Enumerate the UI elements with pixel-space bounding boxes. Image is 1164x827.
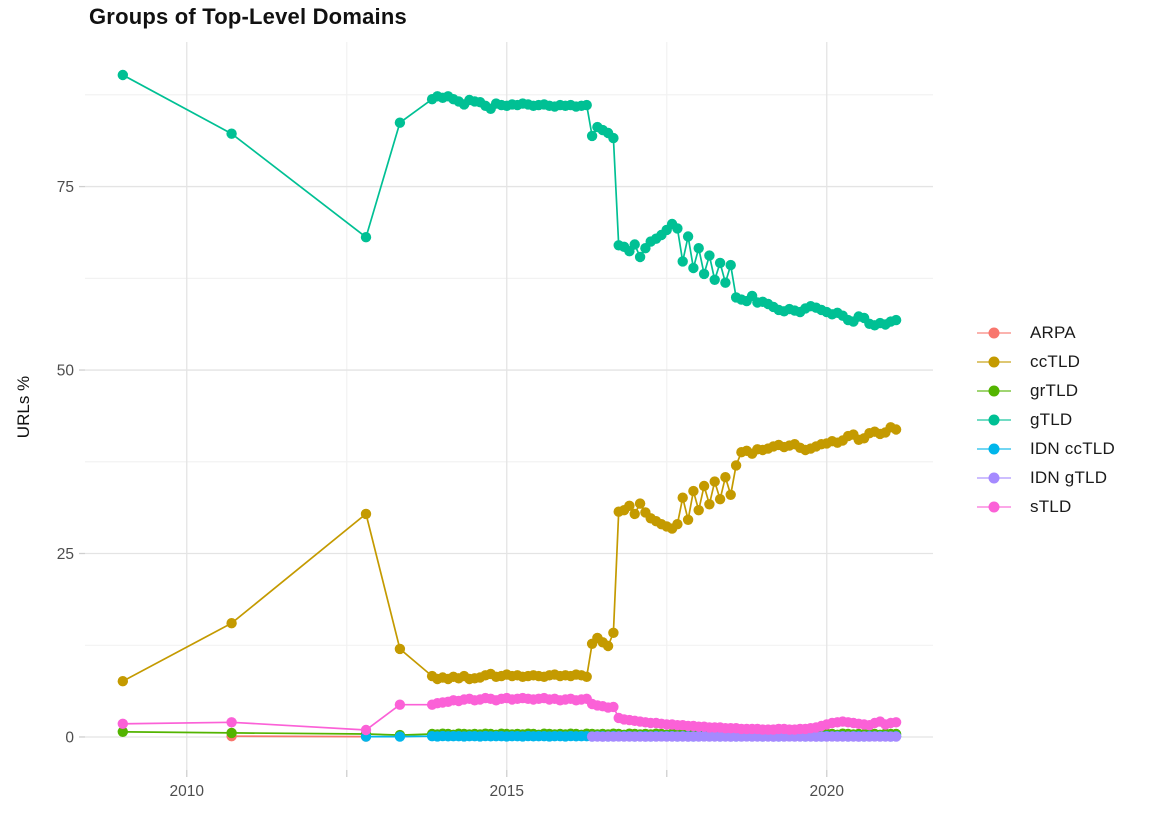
series-line [122,426,897,682]
legend-item-idn-cctld: IDN ccTLD [976,438,1115,459]
data-point [394,117,406,128]
data-point [581,671,592,682]
y-tick-label: 0 [65,729,74,746]
data-point [682,231,694,242]
legend-key-icon [977,414,1011,425]
data-point [586,130,598,142]
data-point [581,99,592,111]
data-point [714,494,726,505]
chart-title: Groups of Top-Level Domains [89,4,407,29]
data-point [890,717,902,728]
data-point [608,701,619,713]
data-point [720,277,731,288]
data-point [714,257,726,269]
data-point [890,314,902,326]
y-tick-label: 50 [57,363,75,380]
legend-item-idn-gtld: IDN gTLD [976,467,1115,488]
legend-item-stld: sTLD [976,496,1115,517]
data-point [730,460,742,471]
data-point [720,472,731,483]
legend-key-icon [977,443,1011,454]
data-point [629,239,640,250]
data-point [624,500,635,511]
data-point [677,492,688,503]
legend-label: IDN gTLD [1030,467,1108,487]
axis-ticks [79,185,828,777]
data-point [117,676,128,687]
legend-label: gTLD [1030,409,1073,429]
data-point [725,489,736,500]
y-tick-label: 75 [57,179,74,196]
legend-item-grtld: grTLD [976,380,1115,401]
data-point [677,256,688,267]
data-point [688,485,699,497]
data-point [117,726,128,737]
series-line [122,74,897,327]
data-point [394,699,406,710]
legend-item-gtld: gTLD [976,409,1115,430]
grid-major [85,42,933,770]
data-point [634,498,646,509]
data-point [698,268,710,280]
legend-label: ccTLD [1030,351,1081,371]
data-point [704,499,715,510]
data-point [117,718,128,729]
data-point [688,262,699,274]
legend: ARPA ccTLD grTLD gTLD IDN ccTLD IDN gTLD sTLD [976,322,1115,517]
data-point [693,505,704,516]
x-tick-label: 2020 [810,783,845,800]
data-point [360,508,372,520]
legend-label: ARPA [1030,322,1076,342]
data-point [693,243,704,254]
data-point [890,424,902,435]
data-point [226,618,237,629]
x-tick-label: 2015 [490,783,524,800]
series-stld [117,692,902,736]
legend-item-arpa: ARPA [976,322,1115,343]
data-point [394,643,406,655]
data-point [709,476,720,487]
x-axis-tick-labels: 2010 2015 2020 [170,783,845,800]
legend-key-icon [977,385,1011,396]
data-point [226,727,237,739]
data-point [629,508,640,520]
data-point [394,731,406,742]
y-axis-tick-labels: 0 25 50 75 [57,179,75,746]
legend-item-cctld: ccTLD [976,351,1115,372]
legend-key-icon [977,356,1011,367]
x-tick-label: 2010 [170,783,205,800]
data-point [360,724,372,736]
data-point [709,274,720,285]
series-cctld [117,422,902,687]
data-point [226,717,237,728]
data-point [602,640,614,652]
data-point [704,250,715,261]
legend-label: grTLD [1030,380,1079,400]
data-point [890,731,902,742]
legend-label: IDN ccTLD [1030,438,1115,458]
data-point [608,627,619,638]
data-point [682,514,694,525]
grid-minor [85,42,933,770]
legend-label: sTLD [1030,496,1072,516]
data-point [226,128,237,139]
series-gtld [117,69,902,331]
data-point [698,480,710,492]
data-point [117,69,128,81]
legend-key-icon [977,501,1011,512]
data-point [608,132,619,144]
data-point [672,519,683,530]
legend-key-icon [977,327,1011,338]
data-point [725,259,736,271]
legend-key-icon [977,472,1011,483]
data-point [672,223,683,234]
y-tick-label: 25 [57,546,74,563]
data-point [634,251,646,263]
data-point [360,232,372,243]
